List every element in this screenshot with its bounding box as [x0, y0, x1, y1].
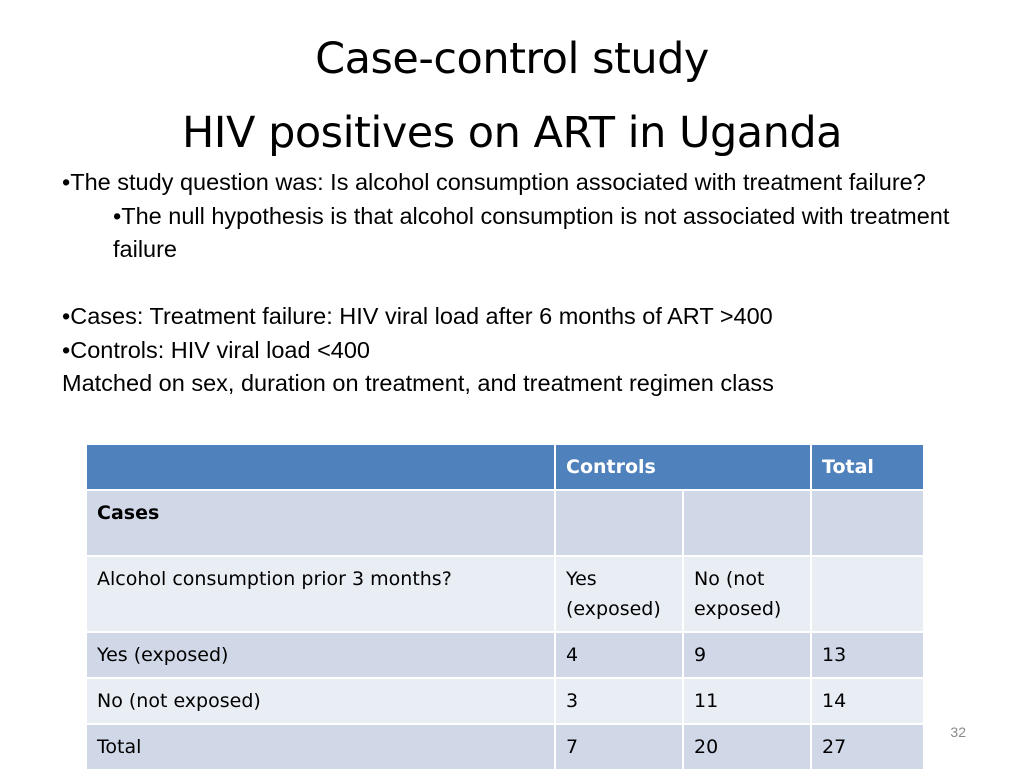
- title-line-1: Case-control study: [315, 34, 709, 84]
- matching-note: Matched on sex, duration on treatment, a…: [62, 370, 774, 396]
- cell-cases-2: [554, 489, 684, 557]
- title-line-2: HIV positives on ART in Uganda: [181, 108, 843, 158]
- slide-body: •The study question was: Is alcohol cons…: [62, 166, 962, 401]
- table-row: Yes (exposed) 4 9 13: [85, 631, 926, 679]
- cell-row-yes: 4: [554, 631, 684, 679]
- cell-row-no: 11: [681, 677, 813, 725]
- table-row-question: Alcohol consumption prior 3 months? Yes …: [85, 555, 926, 633]
- bullet-controls: •Controls: HIV viral load <400: [62, 336, 371, 363]
- cell-question-yes: Yes (exposed): [554, 555, 684, 633]
- cell-row-total: 13: [810, 631, 926, 679]
- page-number: 32: [950, 724, 966, 740]
- cell-cases-label: Cases: [85, 489, 556, 557]
- case-control-table: Controls Total Cases Alcohol consumption…: [85, 443, 926, 771]
- header-cell-controls: Controls: [553, 443, 813, 491]
- cell-row-label: Yes (exposed): [85, 631, 556, 679]
- cell-question-total: [810, 555, 926, 633]
- cell-row-no: 20: [681, 723, 813, 771]
- cell-row-total: 27: [810, 723, 926, 771]
- cell-row-total: 14: [810, 677, 926, 725]
- bullet-study-question: •The study question was: Is alcohol cons…: [62, 169, 926, 195]
- bullet-null-hypothesis: •The null hypothesis is that alcohol con…: [113, 202, 950, 263]
- table-row-cases: Cases: [85, 489, 926, 557]
- cell-cases-4: [810, 489, 926, 557]
- header-cell-empty: [85, 443, 556, 491]
- cell-cases-3: [681, 489, 813, 557]
- cell-row-yes: 3: [554, 677, 684, 725]
- slide-title: Case-control study HIV positives on ART …: [0, 22, 1024, 170]
- table-row: Total 7 20 27: [85, 723, 926, 771]
- cell-question-no: No (not exposed): [681, 555, 813, 633]
- bullet-cases: •Cases: Treatment failure: HIV viral loa…: [62, 303, 773, 329]
- header-cell-total: Total: [810, 443, 926, 491]
- cell-row-label: No (not exposed): [85, 677, 556, 725]
- bullet-spacer: [62, 267, 962, 301]
- cell-row-yes: 7: [554, 723, 684, 771]
- cell-question-label: Alcohol consumption prior 3 months?: [85, 555, 556, 633]
- table-row: No (not exposed) 3 11 14: [85, 677, 926, 725]
- cell-row-no: 9: [681, 631, 813, 679]
- table-header-row: Controls Total: [85, 443, 926, 491]
- cell-row-label: Total: [85, 723, 556, 771]
